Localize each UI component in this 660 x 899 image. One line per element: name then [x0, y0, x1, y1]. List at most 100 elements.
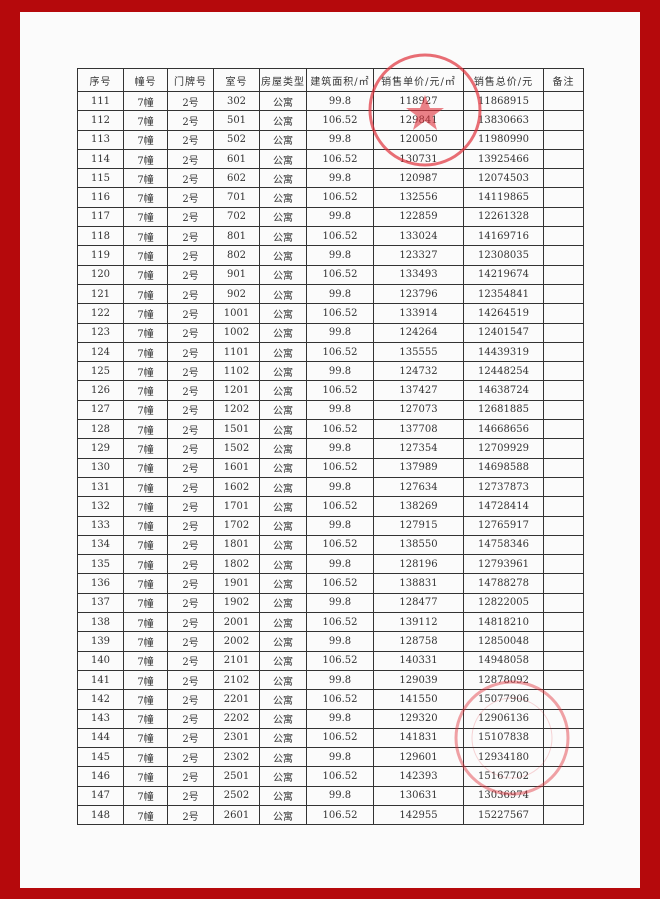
cell-area: 106.52: [306, 110, 374, 131]
cell-room: 1101: [213, 341, 260, 363]
cell-room: 2501: [213, 766, 260, 787]
cell-total-price: 12308035: [463, 245, 544, 266]
cell-type: 公寓: [259, 766, 307, 787]
cell-area: 106.52: [306, 187, 374, 208]
cell-area: 99.8: [306, 399, 374, 421]
cell-type: 公寓: [259, 399, 307, 421]
cell-type: 公寓: [259, 669, 307, 691]
cell-area: 99.8: [306, 669, 374, 691]
cell-building: 7幢: [123, 476, 168, 498]
cell-remark: [543, 689, 584, 710]
cell-door: 2号: [167, 631, 214, 652]
price-table: 序号 幢号 门牌号 室号 房屋类型 建筑面积/㎡ 销售单价/元/㎡ 销售总价/元…: [77, 68, 584, 826]
cell-area: 99.8: [306, 631, 374, 652]
cell-building: 7幢: [123, 419, 168, 440]
cell-index: 144: [77, 727, 124, 749]
cell-type: 公寓: [259, 168, 307, 189]
cell-building: 7幢: [123, 689, 168, 710]
cell-index: 146: [77, 766, 124, 787]
cell-type: 公寓: [259, 515, 307, 536]
cell-total-price: 14668656: [463, 419, 544, 440]
cell-remark: [543, 785, 584, 806]
cell-area: 99.8: [306, 476, 374, 498]
cell-remark: [543, 283, 584, 305]
cell-unit-price: 139112: [373, 612, 464, 633]
cell-unit-price: 118927: [373, 90, 464, 112]
header-building: 幢号: [123, 68, 168, 92]
cell-index: 113: [77, 129, 124, 150]
cell-building: 7幢: [123, 573, 168, 594]
cell-index: 148: [77, 804, 124, 826]
cell-room: 302: [213, 90, 260, 112]
cell-area: 99.8: [306, 592, 374, 614]
cell-area: 106.52: [306, 804, 374, 826]
cell-type: 公寓: [259, 264, 307, 285]
table-row: 124 7幢 2号 1101 公寓 106.52 135555 14439319: [77, 341, 584, 363]
cell-total-price: 14698588: [463, 457, 544, 478]
cell-area: 99.8: [306, 322, 374, 343]
cell-unit-price: 129601: [373, 747, 464, 768]
cell-remark: [543, 708, 584, 729]
table-row: 128 7幢 2号 1501 公寓 106.52 137708 14668656: [77, 419, 584, 440]
cell-door: 2号: [167, 361, 214, 382]
cell-door: 2号: [167, 419, 214, 440]
cell-type: 公寓: [259, 90, 307, 112]
cell-area: 106.52: [306, 148, 374, 170]
cell-area: 99.8: [306, 785, 374, 806]
cell-unit-price: 128758: [373, 631, 464, 652]
cell-door: 2号: [167, 226, 214, 247]
cell-remark: [543, 90, 584, 112]
cell-building: 7幢: [123, 283, 168, 305]
cell-type: 公寓: [259, 457, 307, 478]
cell-index: 125: [77, 361, 124, 382]
cell-type: 公寓: [259, 226, 307, 247]
cell-remark: [543, 727, 584, 749]
cell-room: 901: [213, 264, 260, 285]
cell-remark: [543, 264, 584, 285]
cell-unit-price: 122859: [373, 206, 464, 228]
table-row: 147 7幢 2号 2502 公寓 99.8 130631 13036974: [77, 785, 584, 806]
cell-type: 公寓: [259, 785, 307, 806]
header-unit-price: 销售单价/元/㎡: [373, 68, 464, 92]
cell-room: 1602: [213, 476, 260, 498]
cell-total-price: 13925466: [463, 148, 544, 170]
cell-total-price: 14119865: [463, 187, 544, 208]
cell-index: 118: [77, 226, 124, 247]
cell-unit-price: 142393: [373, 766, 464, 787]
cell-remark: [543, 476, 584, 498]
cell-area: 106.52: [306, 341, 374, 363]
cell-index: 123: [77, 322, 124, 343]
table-row: 115 7幢 2号 602 公寓 99.8 120987 12074503: [77, 168, 584, 189]
cell-total-price: 15167702: [463, 766, 544, 787]
cell-unit-price: 133914: [373, 303, 464, 324]
cell-unit-price: 123327: [373, 245, 464, 266]
cell-remark: [543, 168, 584, 189]
cell-type: 公寓: [259, 341, 307, 363]
cell-remark: [543, 650, 584, 671]
cell-building: 7幢: [123, 226, 168, 247]
cell-remark: [543, 303, 584, 324]
cell-type: 公寓: [259, 283, 307, 305]
cell-total-price: 14264519: [463, 303, 544, 324]
table-row: 143 7幢 2号 2202 公寓 99.8 129320 12906136: [77, 708, 584, 729]
cell-room: 1902: [213, 592, 260, 614]
cell-building: 7幢: [123, 129, 168, 150]
cell-door: 2号: [167, 534, 214, 556]
cell-door: 2号: [167, 592, 214, 614]
header-remark: 备注: [543, 68, 584, 92]
cell-door: 2号: [167, 496, 214, 517]
cell-index: 138: [77, 612, 124, 633]
cell-building: 7幢: [123, 148, 168, 170]
cell-room: 1802: [213, 554, 260, 575]
cell-room: 601: [213, 148, 260, 170]
cell-door: 2号: [167, 399, 214, 421]
cell-index: 126: [77, 380, 124, 401]
cell-total-price: 14169716: [463, 226, 544, 247]
cell-room: 1502: [213, 438, 260, 459]
table-header-row: 序号 幢号 门牌号 室号 房屋类型 建筑面积/㎡ 销售单价/元/㎡ 销售总价/元…: [77, 68, 584, 92]
header-type: 房屋类型: [259, 68, 307, 92]
cell-index: 134: [77, 534, 124, 556]
table-row: 140 7幢 2号 2101 公寓 106.52 140331 14948058: [77, 650, 584, 671]
cell-door: 2号: [167, 380, 214, 401]
table-row: 129 7幢 2号 1502 公寓 99.8 127354 12709929: [77, 438, 584, 459]
